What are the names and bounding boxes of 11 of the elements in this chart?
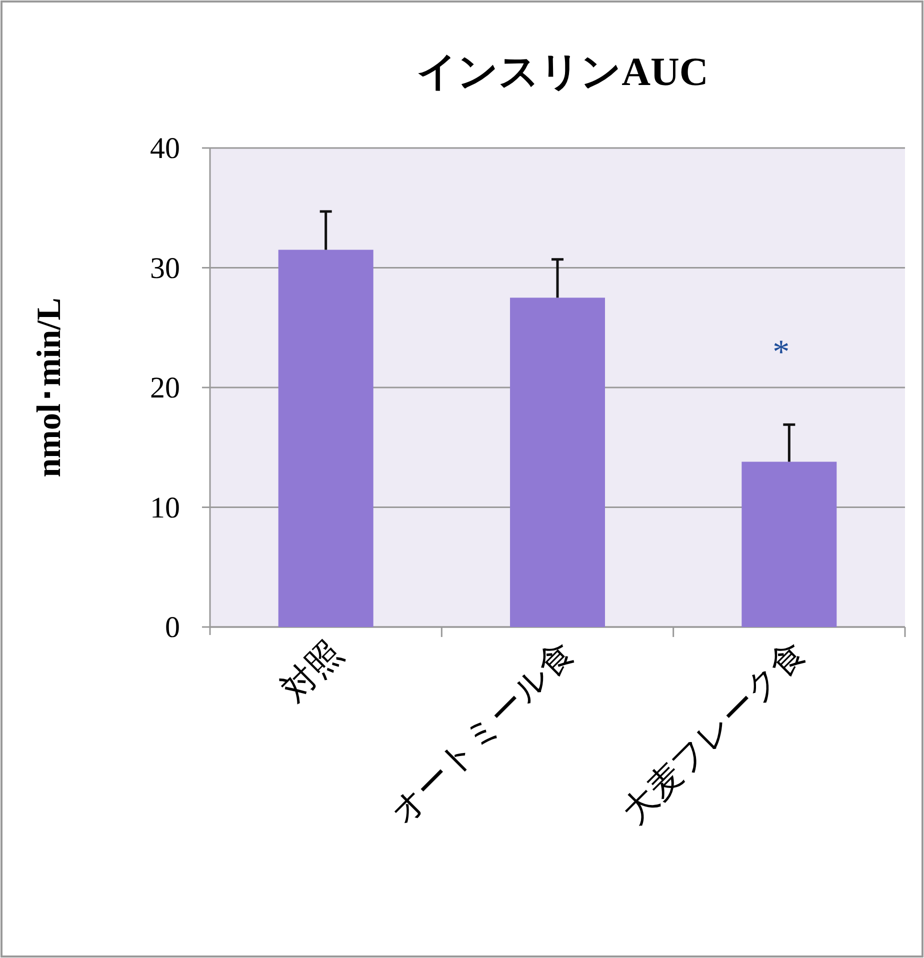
x-tick-label: 大麦フレーク食 [614,633,814,832]
y-tick-label: 0 [165,611,180,644]
annotation: * [772,334,790,372]
y-tick-label: 10 [150,491,180,524]
chart-title: インスリンAUC [416,49,708,94]
y-tick-label: 30 [150,252,180,285]
x-tick-label: オートミール食 [382,633,582,832]
y-axis-title: nmol･min/L [31,298,68,478]
x-tick-label: 対照 [274,633,350,710]
y-tick-label: 40 [150,132,180,165]
y-tick-label: 20 [150,372,180,404]
